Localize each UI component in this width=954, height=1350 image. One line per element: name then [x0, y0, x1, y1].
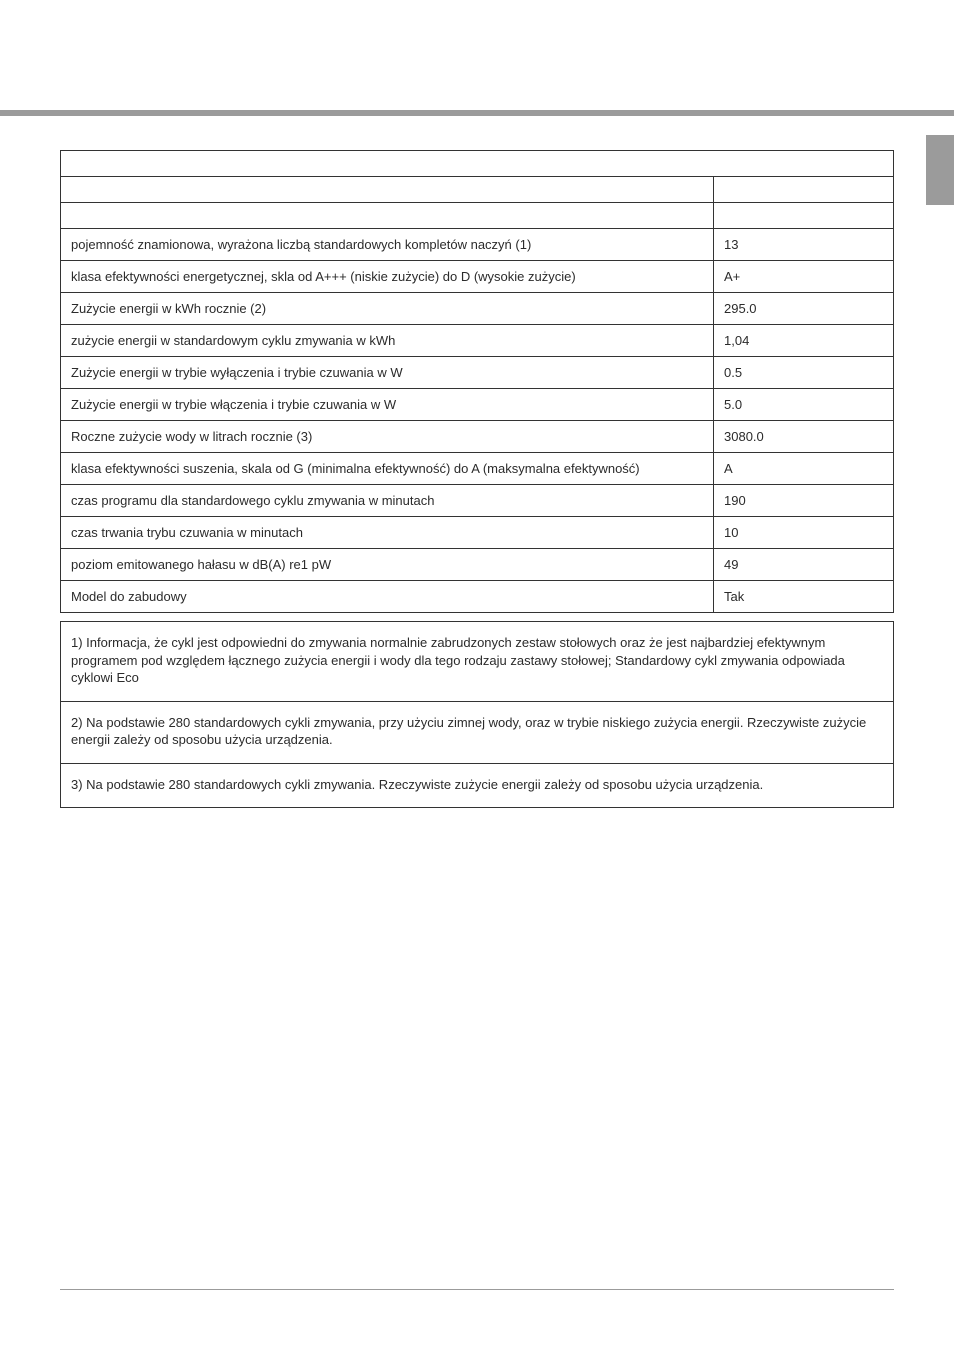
- spec-label: czas programu dla standardowego cyklu zm…: [61, 485, 714, 517]
- spec-label: klasa efektywności suszenia, skala od G …: [61, 453, 714, 485]
- note: 2) Na podstawie 280 standardowych cykli …: [61, 701, 893, 763]
- spec-value: 0.5: [714, 357, 894, 389]
- bottom-line: [60, 1289, 894, 1290]
- spec-value: A: [714, 453, 894, 485]
- spec-label: klasa efektywności energetycznej, skla o…: [61, 261, 714, 293]
- spec-table: pojemność znamionowa, wyrażona liczbą st…: [60, 150, 894, 613]
- table-row: klasa efektywności suszenia, skala od G …: [61, 453, 894, 485]
- note: 1) Informacja, że cykl jest odpowiedni d…: [61, 622, 893, 701]
- table-row: Zużycie energii w kWh rocznie (2)295.0: [61, 293, 894, 325]
- spec-label: czas trwania trybu czuwania w minutach: [61, 517, 714, 549]
- table-row: Zużycie energii w trybie wyłączenia i tr…: [61, 357, 894, 389]
- spec-value: 3080.0: [714, 421, 894, 453]
- spec-value: 5.0: [714, 389, 894, 421]
- table-row: pojemność znamionowa, wyrażona liczbą st…: [61, 229, 894, 261]
- table-row: Model do zabudowyTak: [61, 581, 894, 613]
- table-row: klasa efektywności energetycznej, skla o…: [61, 261, 894, 293]
- spec-value: Tak: [714, 581, 894, 613]
- header-blank-row: [61, 177, 894, 203]
- header-cell: [61, 151, 894, 177]
- spec-value: A+: [714, 261, 894, 293]
- header-cell: [61, 177, 714, 203]
- spec-table-body: pojemność znamionowa, wyrażona liczbą st…: [61, 151, 894, 613]
- header-cell: [714, 203, 894, 229]
- spec-label: poziom emitowanego hałasu w dB(A) re1 pW: [61, 549, 714, 581]
- table-row: poziom emitowanego hałasu w dB(A) re1 pW…: [61, 549, 894, 581]
- notes-box: 1) Informacja, że cykl jest odpowiedni d…: [60, 621, 894, 808]
- spec-label: Zużycie energii w kWh rocznie (2): [61, 293, 714, 325]
- note: 3) Na podstawie 280 standardowych cykli …: [61, 763, 893, 808]
- spec-value: 49: [714, 549, 894, 581]
- spec-label: Model do zabudowy: [61, 581, 714, 613]
- content-area: pojemność znamionowa, wyrażona liczbą st…: [60, 150, 894, 808]
- header-cell: [61, 203, 714, 229]
- spec-label: zużycie energii w standardowym cyklu zmy…: [61, 325, 714, 357]
- table-row: czas programu dla standardowego cyklu zm…: [61, 485, 894, 517]
- spec-label: Zużycie energii w trybie wyłączenia i tr…: [61, 357, 714, 389]
- header-blank-row: [61, 203, 894, 229]
- spec-label: Roczne zużycie wody w litrach rocznie (3…: [61, 421, 714, 453]
- table-row: czas trwania trybu czuwania w minutach10: [61, 517, 894, 549]
- spec-value: 13: [714, 229, 894, 261]
- side-tab: [926, 135, 954, 205]
- header-blank-row: [61, 151, 894, 177]
- spec-value: 10: [714, 517, 894, 549]
- table-row: Roczne zużycie wody w litrach rocznie (3…: [61, 421, 894, 453]
- header-cell: [714, 177, 894, 203]
- table-row: Zużycie energii w trybie włączenia i try…: [61, 389, 894, 421]
- spec-label: pojemność znamionowa, wyrażona liczbą st…: [61, 229, 714, 261]
- spec-value: 190: [714, 485, 894, 517]
- spacer: [60, 613, 894, 621]
- table-row: zużycie energii w standardowym cyklu zmy…: [61, 325, 894, 357]
- spec-label: Zużycie energii w trybie włączenia i try…: [61, 389, 714, 421]
- top-bar: [0, 110, 954, 116]
- spec-value: 1,04: [714, 325, 894, 357]
- spec-value: 295.0: [714, 293, 894, 325]
